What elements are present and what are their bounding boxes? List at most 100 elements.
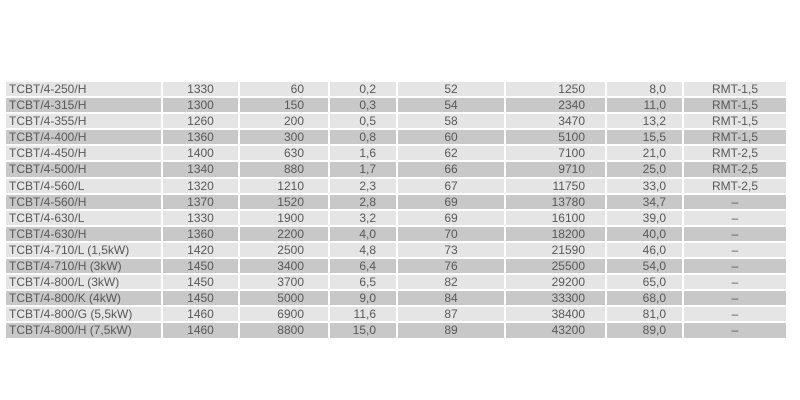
table-cell: 2,8 (330, 194, 396, 209)
table-row: TCBT/4-710/L (1,5kW) 1420 2500 4,8 73 21590 46… (5, 242, 795, 258)
table-cell: 13780 (506, 194, 605, 209)
table-row: TCBT/4-630/H 1360 2200 4,0 70 18200 40,0– (5, 226, 795, 242)
table-cell: 16100 (506, 210, 605, 225)
model-cell: TCBT/4-560/L (6, 178, 161, 193)
table-cell: 0,8 (330, 130, 396, 145)
table-cell: – (684, 210, 786, 225)
table-cell: 200 (240, 114, 328, 129)
table-cell: 21,0 (607, 146, 682, 161)
table-cell: 65,0 (607, 275, 682, 290)
table-cell: 1330 (163, 210, 238, 225)
table-cell: 38400 (506, 307, 605, 322)
table-cell: 1210 (240, 178, 328, 193)
table-cell: 1,6 (330, 146, 396, 161)
table-cell: 2200 (240, 226, 328, 241)
table-cell: RMT-1,5 (684, 82, 786, 97)
table-cell: 39,0 (607, 210, 682, 225)
table-row: TCBT/4-630/L 1330 1900 3,2 69 16100 39,0– (5, 210, 795, 226)
table-cell: 1450 (163, 259, 238, 274)
table-cell: 1,7 (330, 162, 396, 177)
table-cell: 8,0 (607, 82, 682, 97)
table-cell: – (684, 323, 786, 338)
table-cell: 6,4 (330, 259, 396, 274)
table-cell: 1250 (506, 82, 605, 97)
table-cell: 150 (240, 98, 328, 113)
table-cell: 2340 (506, 98, 605, 113)
table-row: TCBT/4-800/K (4kW) 1450 5000 9,0 84 33300 68,0… (5, 290, 795, 306)
table-cell: 1450 (163, 275, 238, 290)
model-cell: TCBT/4-355/H (6, 114, 161, 129)
model-cell: TCBT/4-450/H (6, 146, 161, 161)
model-cell: TCBT/4-710/H (3kW) (6, 259, 161, 274)
table-cell: – (684, 242, 786, 258)
table-cell: 1420 (163, 242, 238, 258)
table-cell: 1360 (163, 226, 238, 241)
table-cell: 3400 (240, 259, 328, 274)
table-row: TCBT/4-710/H (3kW) 1450 3400 6,4 76 25500 54,0… (5, 258, 795, 274)
table-cell: 62 (398, 146, 504, 161)
table-cell: 11,0 (607, 98, 682, 113)
table-row: TCBT/4-800/G (5,5kW) 1460 6900 11,6 87 38400 8… (5, 306, 795, 322)
table-cell: 5000 (240, 291, 328, 306)
table-cell: 67 (398, 178, 504, 193)
table-row: TCBT/4-800/H (7,5kW) 1460 8800 15,0 89 43200 8… (5, 322, 795, 338)
table-cell: 29200 (506, 275, 605, 290)
table-cell: 2500 (240, 242, 328, 258)
table-cell: 3700 (240, 275, 328, 290)
table-row: TCBT/4-450/H 1400 630 1,6 62 7100 21,0 RMT-2,5 (5, 145, 795, 161)
table-cell: 18200 (506, 226, 605, 241)
table-cell: 87 (398, 307, 504, 322)
model-cell: TCBT/4-400/H (6, 130, 161, 145)
table-cell: 0,5 (330, 114, 396, 129)
table-cell: – (684, 307, 786, 322)
table-cell: 40,0 (607, 226, 682, 241)
table-cell: 52 (398, 82, 504, 97)
table-cell: 5100 (506, 130, 605, 145)
table-cell: 13,2 (607, 114, 682, 129)
table-cell: 1320 (163, 178, 238, 193)
table-cell: 1360 (163, 130, 238, 145)
table-row: TCBT/4-560/H 1370 1520 2,8 69 13780 34,7– (5, 194, 795, 210)
table-cell: RMT-1,5 (684, 130, 786, 145)
table-cell: 1340 (163, 162, 238, 177)
table-cell: 8800 (240, 323, 328, 338)
table-cell: 43200 (506, 323, 605, 338)
table-cell: 69 (398, 194, 504, 209)
table-cell: 89 (398, 323, 504, 338)
table-cell: 1260 (163, 114, 238, 129)
table-cell: 0,3 (330, 98, 396, 113)
table-cell: 4,0 (330, 226, 396, 241)
table-cell: 60 (240, 82, 328, 97)
table-cell: RMT-1,5 (684, 98, 786, 113)
table-cell: 25,0 (607, 162, 682, 177)
table-cell: 15,5 (607, 130, 682, 145)
model-cell: TCBT/4-800/H (7,5kW) (6, 323, 161, 338)
model-cell: TCBT/4-250/H (6, 82, 161, 97)
table-cell: 6,5 (330, 275, 396, 290)
model-cell: TCBT/4-315/H (6, 98, 161, 113)
table-cell: – (684, 275, 786, 290)
table-cell: 9710 (506, 162, 605, 177)
table-cell: 89,0 (607, 323, 682, 338)
table-cell: 33300 (506, 291, 605, 306)
table-row: TCBT/4-500/H 1340 880 1,7 66 9710 25,0 RMT-2,5 (5, 161, 795, 177)
table-row: TCBT/4-315/H 1300 150 0,3 54 2340 11,0 RMT-1,5 (5, 97, 795, 113)
table-cell: RMT-2,5 (684, 146, 786, 161)
table-cell: 58 (398, 114, 504, 129)
table-cell: 3,2 (330, 210, 396, 225)
table-cell: 11750 (506, 178, 605, 193)
table-cell: 15,0 (330, 323, 396, 338)
table-cell: RMT-2,5 (684, 162, 786, 177)
table-cell: 76 (398, 259, 504, 274)
table-cell: – (684, 291, 786, 306)
table-cell: 1520 (240, 194, 328, 209)
table-cell: 68,0 (607, 291, 682, 306)
table-cell: 73 (398, 242, 504, 258)
model-cell: TCBT/4-500/H (6, 162, 161, 177)
table-row: TCBT/4-560/L 1320 1210 2,3 67 11750 33,0 RMT-2,… (5, 178, 795, 194)
table-cell: 11,6 (330, 307, 396, 322)
table-cell: 21590 (506, 242, 605, 258)
model-cell: TCBT/4-800/L (3kW) (6, 275, 161, 290)
table-cell: 0,2 (330, 82, 396, 97)
table-cell: RMT-2,5 (684, 178, 786, 193)
